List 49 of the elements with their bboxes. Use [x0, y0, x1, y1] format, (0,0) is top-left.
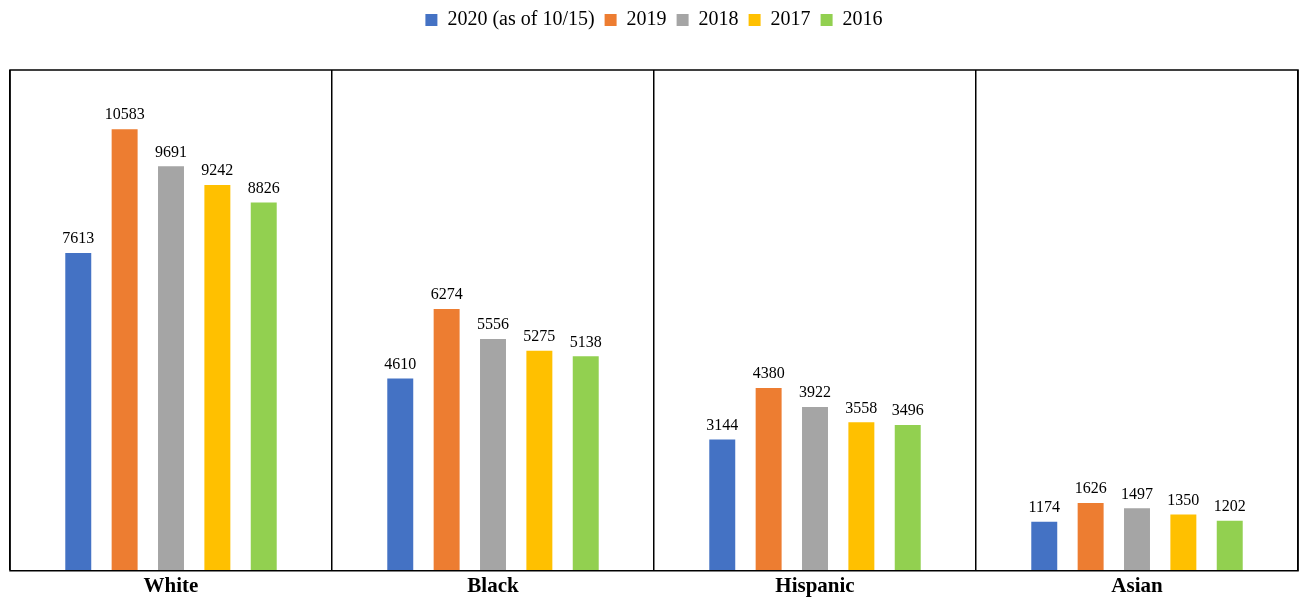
x-tick-label: Black — [467, 572, 519, 597]
legend-label: 2019 — [626, 7, 667, 30]
bar — [802, 407, 828, 571]
data-label: 9691 — [155, 142, 187, 160]
bar — [433, 308, 460, 571]
data-label: 5556 — [477, 315, 509, 333]
bar — [387, 378, 414, 571]
bar — [1031, 521, 1058, 571]
data-label: 3496 — [891, 401, 924, 419]
data-label: 3144 — [706, 415, 739, 433]
x-tick-label: Asian — [1111, 572, 1163, 597]
legend-label: 2020 (as of 10/15) — [447, 7, 595, 31]
bar — [250, 202, 277, 571]
data-label: 6274 — [430, 285, 463, 303]
bar — [894, 424, 921, 571]
bar — [65, 253, 92, 571]
legend-label: 2017 — [770, 7, 811, 30]
x-tick-label: Hispanic — [775, 572, 855, 597]
data-label: 1174 — [1028, 498, 1060, 516]
data-label: 5275 — [523, 326, 556, 344]
data-label: 1497 — [1121, 484, 1153, 502]
data-label: 5138 — [569, 332, 602, 350]
data-label: 4380 — [752, 364, 785, 382]
bar — [572, 356, 599, 571]
data-label: 8826 — [247, 178, 280, 196]
bar — [1124, 508, 1150, 571]
bar — [1170, 514, 1197, 571]
legend-label: 2016 — [842, 7, 883, 30]
data-label: 3558 — [845, 398, 878, 416]
bar — [1077, 502, 1104, 571]
data-label: 10583 — [104, 105, 145, 123]
bar — [709, 439, 736, 571]
data-label: 7613 — [62, 229, 95, 247]
bar — [111, 129, 138, 571]
data-label: 1626 — [1074, 479, 1107, 497]
data-label: 3922 — [799, 383, 831, 401]
bar — [755, 388, 782, 571]
bar — [1216, 520, 1243, 571]
data-label: 4610 — [384, 354, 417, 372]
bar — [158, 166, 184, 571]
bar — [204, 185, 231, 571]
bar — [480, 338, 506, 571]
x-tick-label: White — [143, 572, 199, 597]
legend-label: 2018 — [698, 7, 739, 30]
data-label: 1202 — [1213, 496, 1246, 514]
bar — [848, 422, 875, 571]
bar — [526, 350, 553, 571]
data-label: 9242 — [201, 161, 234, 179]
data-label: 1350 — [1167, 490, 1200, 508]
